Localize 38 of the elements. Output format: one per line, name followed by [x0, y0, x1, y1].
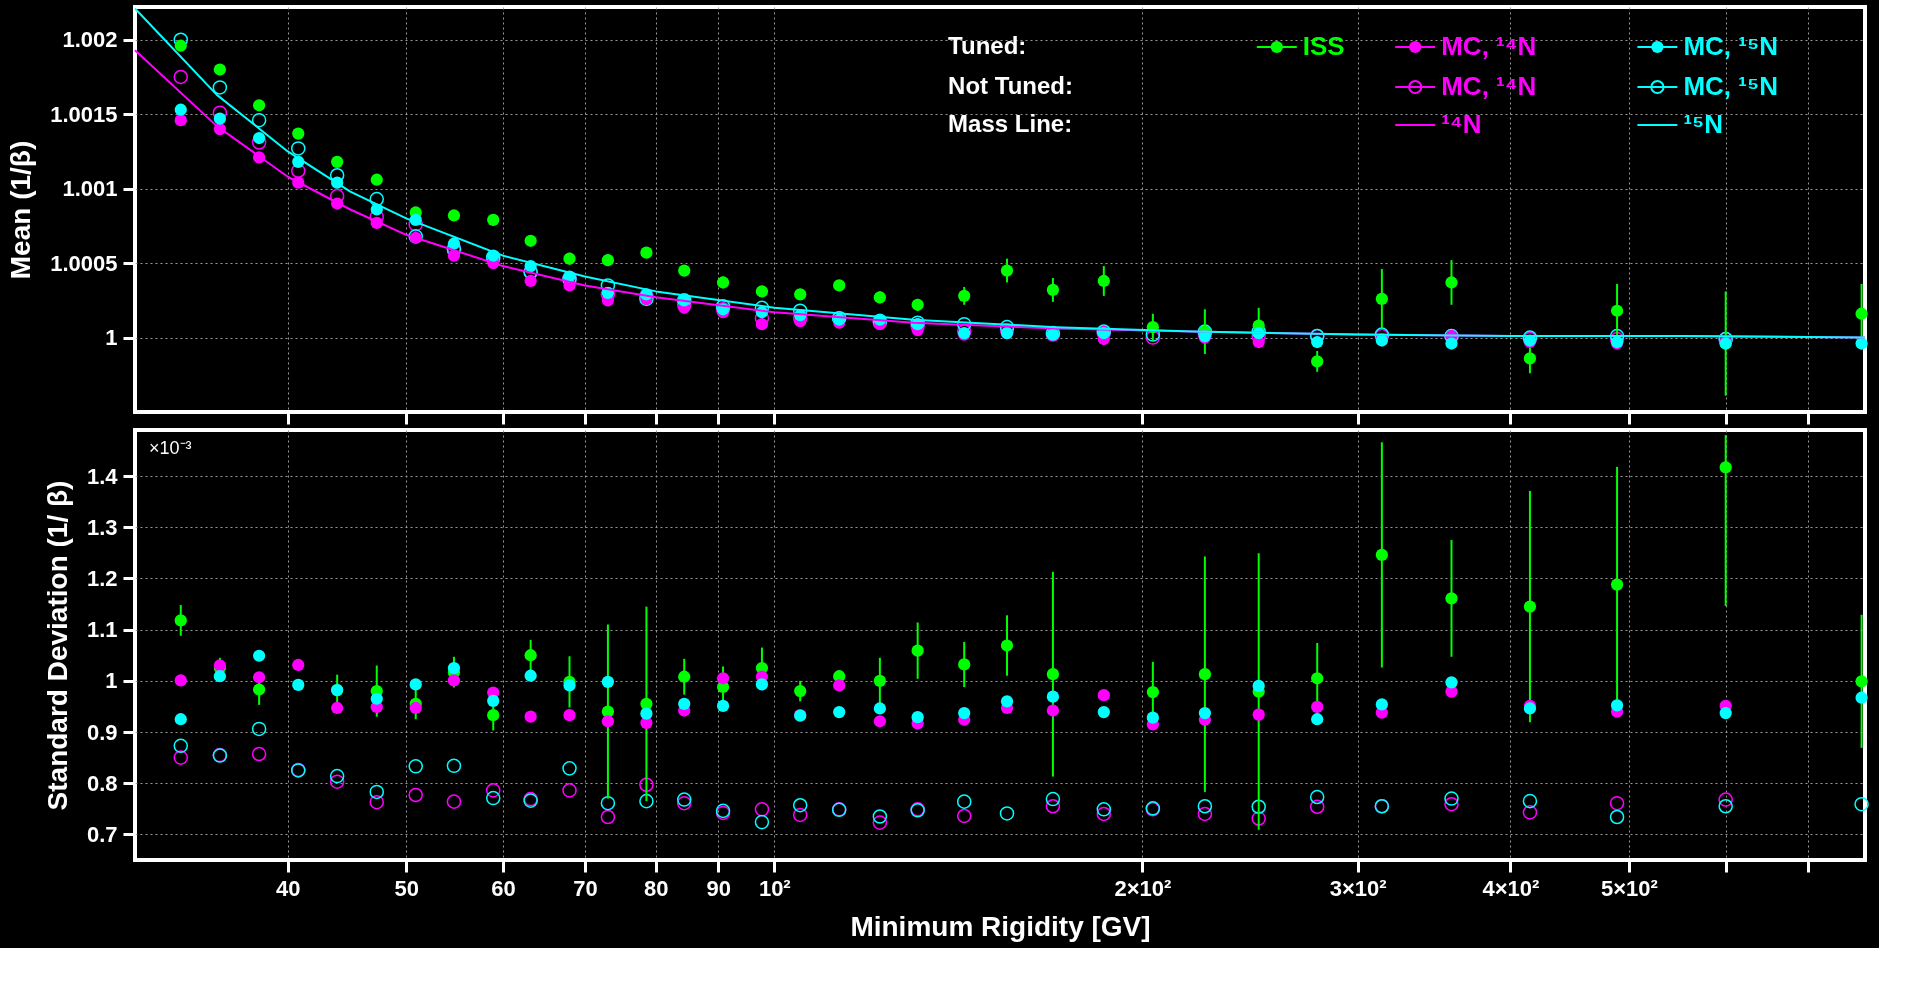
legend-label: MC, ¹⁵N	[1683, 31, 1778, 61]
legend-label: MC, ¹⁴N	[1441, 31, 1537, 61]
y-axis-title: Standard Deviation (1/ β)	[41, 480, 73, 811]
x-tick-label: 3×10²	[1329, 875, 1387, 901]
y-tick-label: 1	[105, 668, 118, 694]
y-tick-label: 1.001	[62, 176, 118, 202]
x-axis-title: Minimum Rigidity [GV]	[850, 910, 1151, 942]
y-tick-label: 1.002	[62, 27, 118, 53]
legend-label: MC, ¹⁵N	[1683, 71, 1778, 101]
y-tick-label: 1	[105, 325, 118, 351]
x-tick-label: 70	[573, 875, 598, 901]
y-axis-title: Mean (1/β)	[5, 140, 37, 280]
x-tick-label: 4×10²	[1482, 875, 1540, 901]
y-tick-label: 0.9	[86, 719, 118, 745]
legend-label: ISS	[1302, 31, 1345, 61]
legend-label: ¹⁵N	[1683, 109, 1724, 139]
y-tick-label: 0.7	[86, 821, 118, 847]
y-tick-label: 1.1	[86, 617, 118, 643]
y-tick-label: 1.4	[86, 463, 119, 489]
x-tick-label: 90	[706, 875, 732, 901]
x-tick-label: 80	[644, 875, 669, 901]
y-tick-label: 1.2	[86, 565, 118, 591]
y-tick-label: 1.0015	[50, 101, 118, 127]
x-tick-label: 10²	[758, 875, 791, 901]
annotation: ×10⁻³	[149, 438, 192, 458]
annotation: Mass Line:	[948, 110, 1073, 137]
x-tick-label: 50	[394, 875, 419, 901]
y-tick-label: 1.0005	[50, 250, 118, 276]
y-tick-label: 1.3	[86, 514, 118, 540]
annotation: Not Tuned:	[948, 72, 1073, 99]
x-tick-label: 2×10²	[1114, 875, 1172, 901]
annotation: Tuned:	[948, 32, 1027, 59]
x-tick-label: 40	[276, 875, 301, 901]
legend-label: MC, ¹⁴N	[1441, 71, 1537, 101]
legend-label: ¹⁴N	[1441, 109, 1482, 139]
x-tick-label: 60	[491, 875, 516, 901]
x-tick-label: 5×10²	[1600, 875, 1658, 901]
y-tick-label: 0.8	[86, 770, 118, 796]
